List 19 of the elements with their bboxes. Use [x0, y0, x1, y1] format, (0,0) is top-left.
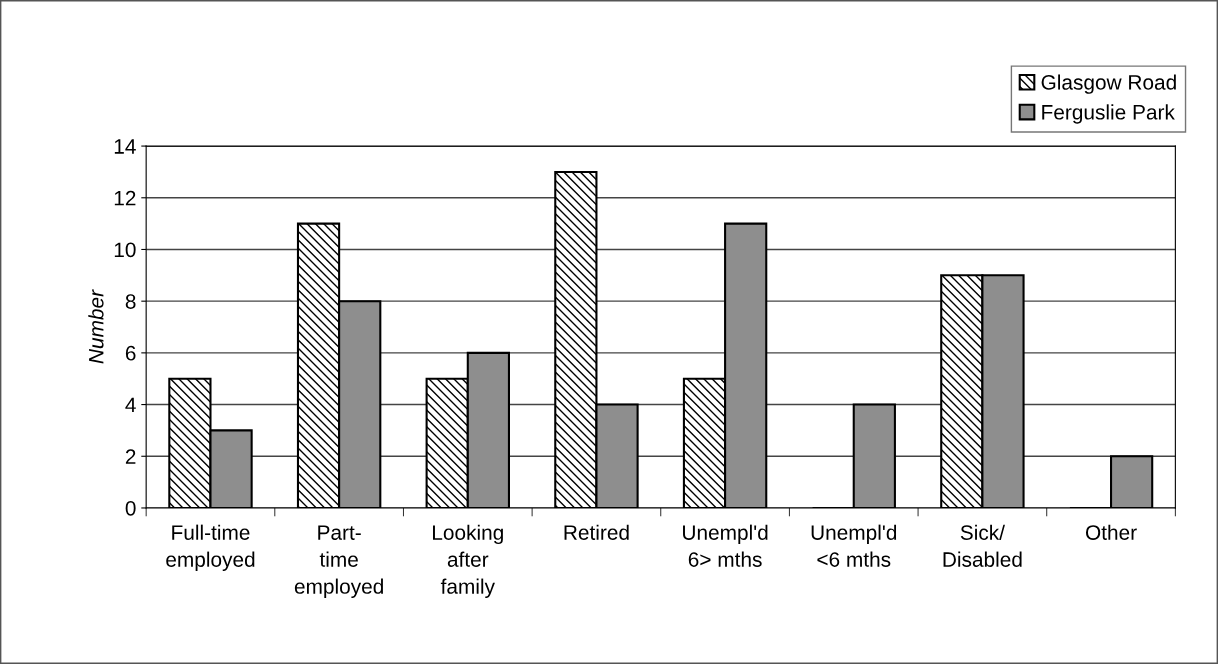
- x-tick-label: Retired: [564, 524, 629, 540]
- legend-label: Ferguslie Park: [1042, 104, 1175, 124]
- y-tick-label: 6: [125, 345, 136, 361]
- y-tick-label: 0: [125, 500, 136, 516]
- y-tick-label: 14: [114, 139, 136, 154]
- y-tick-label: 4: [125, 397, 136, 413]
- y-tick-label: 10: [114, 242, 136, 258]
- x-tick-label: Unempl'd <6 mths: [811, 524, 897, 567]
- x-tick-label: Other: [1085, 524, 1137, 540]
- x-tick-label: Unempl'd 6> mths: [683, 524, 768, 567]
- legend-label: Glasgow Road: [1041, 74, 1176, 94]
- x-tick-label: Full-time employed: [166, 524, 255, 572]
- y-tick-label: 8: [125, 294, 136, 309]
- y-tick-label: 12: [114, 190, 136, 206]
- x-tick-label: Part- time employed: [294, 525, 383, 598]
- x-tick-label: Looking after family: [433, 524, 503, 598]
- y-tick-label: 2: [125, 449, 136, 464]
- x-tick-label: Sick/ Disabled: [943, 524, 1022, 567]
- y-axis-title: Number: [88, 289, 104, 364]
